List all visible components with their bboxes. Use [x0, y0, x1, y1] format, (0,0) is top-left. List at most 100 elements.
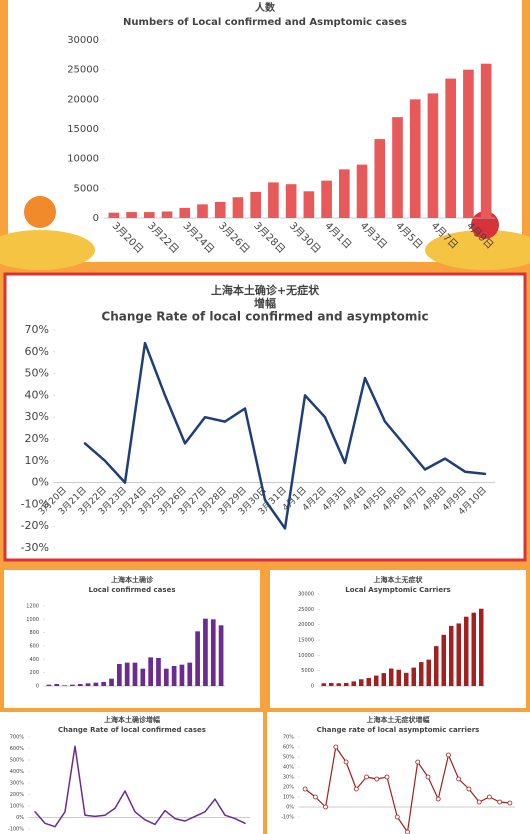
cloud-decoration: [425, 230, 530, 270]
bar: [411, 667, 416, 686]
bar: [463, 69, 474, 219]
y-tick-label: 15000: [298, 638, 314, 644]
y-tick-label: 30%: [25, 410, 49, 423]
bar: [285, 184, 297, 218]
bar: [210, 619, 216, 686]
line-marker: [323, 804, 328, 810]
bar: [366, 678, 371, 686]
panel: [267, 712, 530, 834]
bar: [46, 684, 52, 686]
y-tick-label: 800: [29, 630, 39, 636]
bar: [351, 681, 356, 686]
bar: [389, 668, 394, 686]
panel: [3, 272, 527, 562]
bar: [374, 139, 386, 218]
line-marker: [435, 796, 441, 802]
chart-title: 上海本土确诊: [111, 575, 154, 584]
bar: [179, 664, 185, 686]
chart-title: 人数: [255, 1, 276, 14]
bar: [218, 625, 224, 686]
bar: [381, 673, 386, 686]
y-tick-label: 0: [311, 684, 314, 690]
bar: [409, 99, 421, 218]
line-marker: [507, 800, 513, 806]
bar: [441, 634, 446, 686]
y-tick-label: 40%: [283, 765, 294, 771]
bar: [392, 117, 403, 218]
bar: [108, 212, 120, 218]
bar: [77, 684, 83, 686]
bar: [62, 685, 67, 686]
chart-title: 上海本土确诊增幅: [104, 715, 160, 724]
bar: [344, 682, 349, 686]
y-tick-label: 70%: [25, 323, 49, 336]
y-tick-label: 60%: [25, 345, 49, 358]
y-tick-label: 400%: [10, 769, 25, 775]
y-tick-label: 20%: [283, 785, 294, 791]
bar: [148, 657, 153, 686]
y-tick-label: -20%: [21, 519, 49, 532]
y-tick-label: 60%: [283, 745, 294, 751]
bar: [321, 180, 332, 218]
line-marker: [343, 759, 349, 765]
y-tick-label: 20000: [298, 622, 314, 628]
bar: [161, 211, 173, 218]
bar: [321, 683, 326, 686]
bar: [126, 212, 137, 218]
bar: [250, 191, 261, 218]
bar: [203, 618, 208, 686]
bar: [195, 631, 200, 686]
line-series: [34, 745, 246, 828]
line-marker: [312, 794, 318, 800]
bar: [187, 662, 193, 686]
y-tick-label: 200%: [10, 792, 25, 798]
bar: [179, 207, 191, 218]
y-tick-label: 10000: [298, 653, 314, 659]
bar: [359, 679, 364, 686]
y-tick-label: -100%: [8, 827, 24, 833]
chart-title: Change rate of local asymptomic carriers: [317, 726, 480, 734]
chart-title: Change Rate of local confirmed and asymp…: [101, 310, 428, 324]
line-marker: [364, 774, 369, 780]
line-marker: [487, 794, 492, 800]
y-tick-label: 600: [29, 644, 39, 650]
y-tick-label: 1200: [26, 604, 39, 610]
y-tick-label: 100%: [10, 804, 25, 810]
bar: [356, 164, 368, 218]
y-tick-label: 50%: [25, 367, 49, 380]
y-tick-label: 30000: [298, 592, 314, 598]
bar: [214, 201, 226, 218]
chart-title: 上海本土确诊+无症状: [211, 283, 320, 297]
line-series: [83, 341, 487, 530]
y-tick-label: 0: [93, 213, 99, 224]
bar: [339, 169, 350, 218]
bar: [54, 684, 60, 686]
chart-title: Numbers of Local confirmed and Asmptomic…: [123, 17, 407, 28]
bar: [101, 682, 107, 686]
line-marker: [415, 759, 421, 765]
y-tick-label: 200: [29, 670, 39, 676]
bar: [419, 662, 424, 686]
y-tick-label: 5000: [301, 668, 314, 674]
bar: [109, 678, 114, 686]
line-marker: [446, 752, 451, 758]
line-marker: [302, 786, 308, 792]
y-tick-label: 10%: [25, 454, 49, 467]
y-tick-label: 0%: [16, 815, 24, 821]
bar: [144, 212, 155, 218]
y-tick-label: -10%: [281, 815, 294, 821]
bar: [374, 675, 379, 686]
bar: [479, 608, 484, 686]
bar: [93, 682, 99, 686]
chart-title: Local Asymptomic Carriers: [345, 586, 450, 594]
bar: [480, 63, 492, 218]
y-tick-label: 70%: [283, 735, 294, 741]
y-tick-label: -30%: [21, 541, 49, 554]
chart-title: Local confirmed cases: [88, 586, 175, 594]
y-tick-label: 15000: [67, 124, 99, 135]
bar: [124, 662, 130, 686]
line-marker: [394, 814, 400, 820]
y-tick-label: 0%: [286, 805, 294, 811]
y-tick-label: 40%: [25, 388, 49, 401]
